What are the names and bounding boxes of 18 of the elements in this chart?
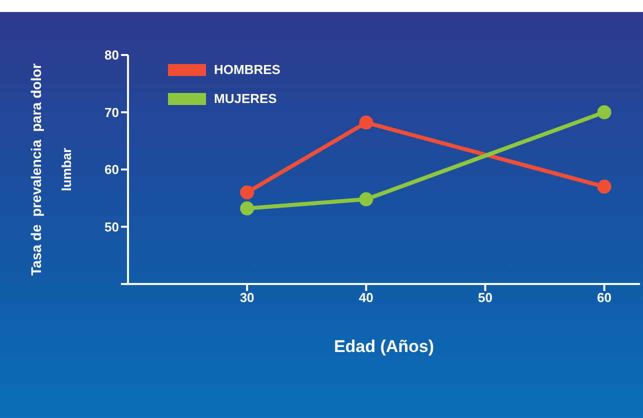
x-axis-title: Edad (Años): [334, 337, 434, 356]
point: [240, 201, 254, 216]
y-tick-label: 70: [104, 104, 119, 120]
x-tick-label: 60: [597, 290, 612, 306]
y-tick-label: 80: [104, 48, 119, 63]
legend-label: MUJERES: [214, 91, 277, 106]
y-axis-title: Tasa de prevalencia para dolor lumbar: [28, 62, 74, 276]
x-tick-label: 30: [240, 290, 254, 306]
x-tick-label: 50: [478, 290, 492, 306]
y-tick-label: 60: [104, 162, 119, 178]
point: [359, 192, 374, 206]
x-tick-label: 40: [358, 290, 374, 306]
legend-label: HOMBRES: [214, 62, 280, 77]
point: [240, 185, 254, 200]
point: [597, 105, 612, 120]
point: [597, 180, 612, 194]
point: [359, 116, 374, 130]
y-tick-label: 50: [104, 219, 119, 234]
